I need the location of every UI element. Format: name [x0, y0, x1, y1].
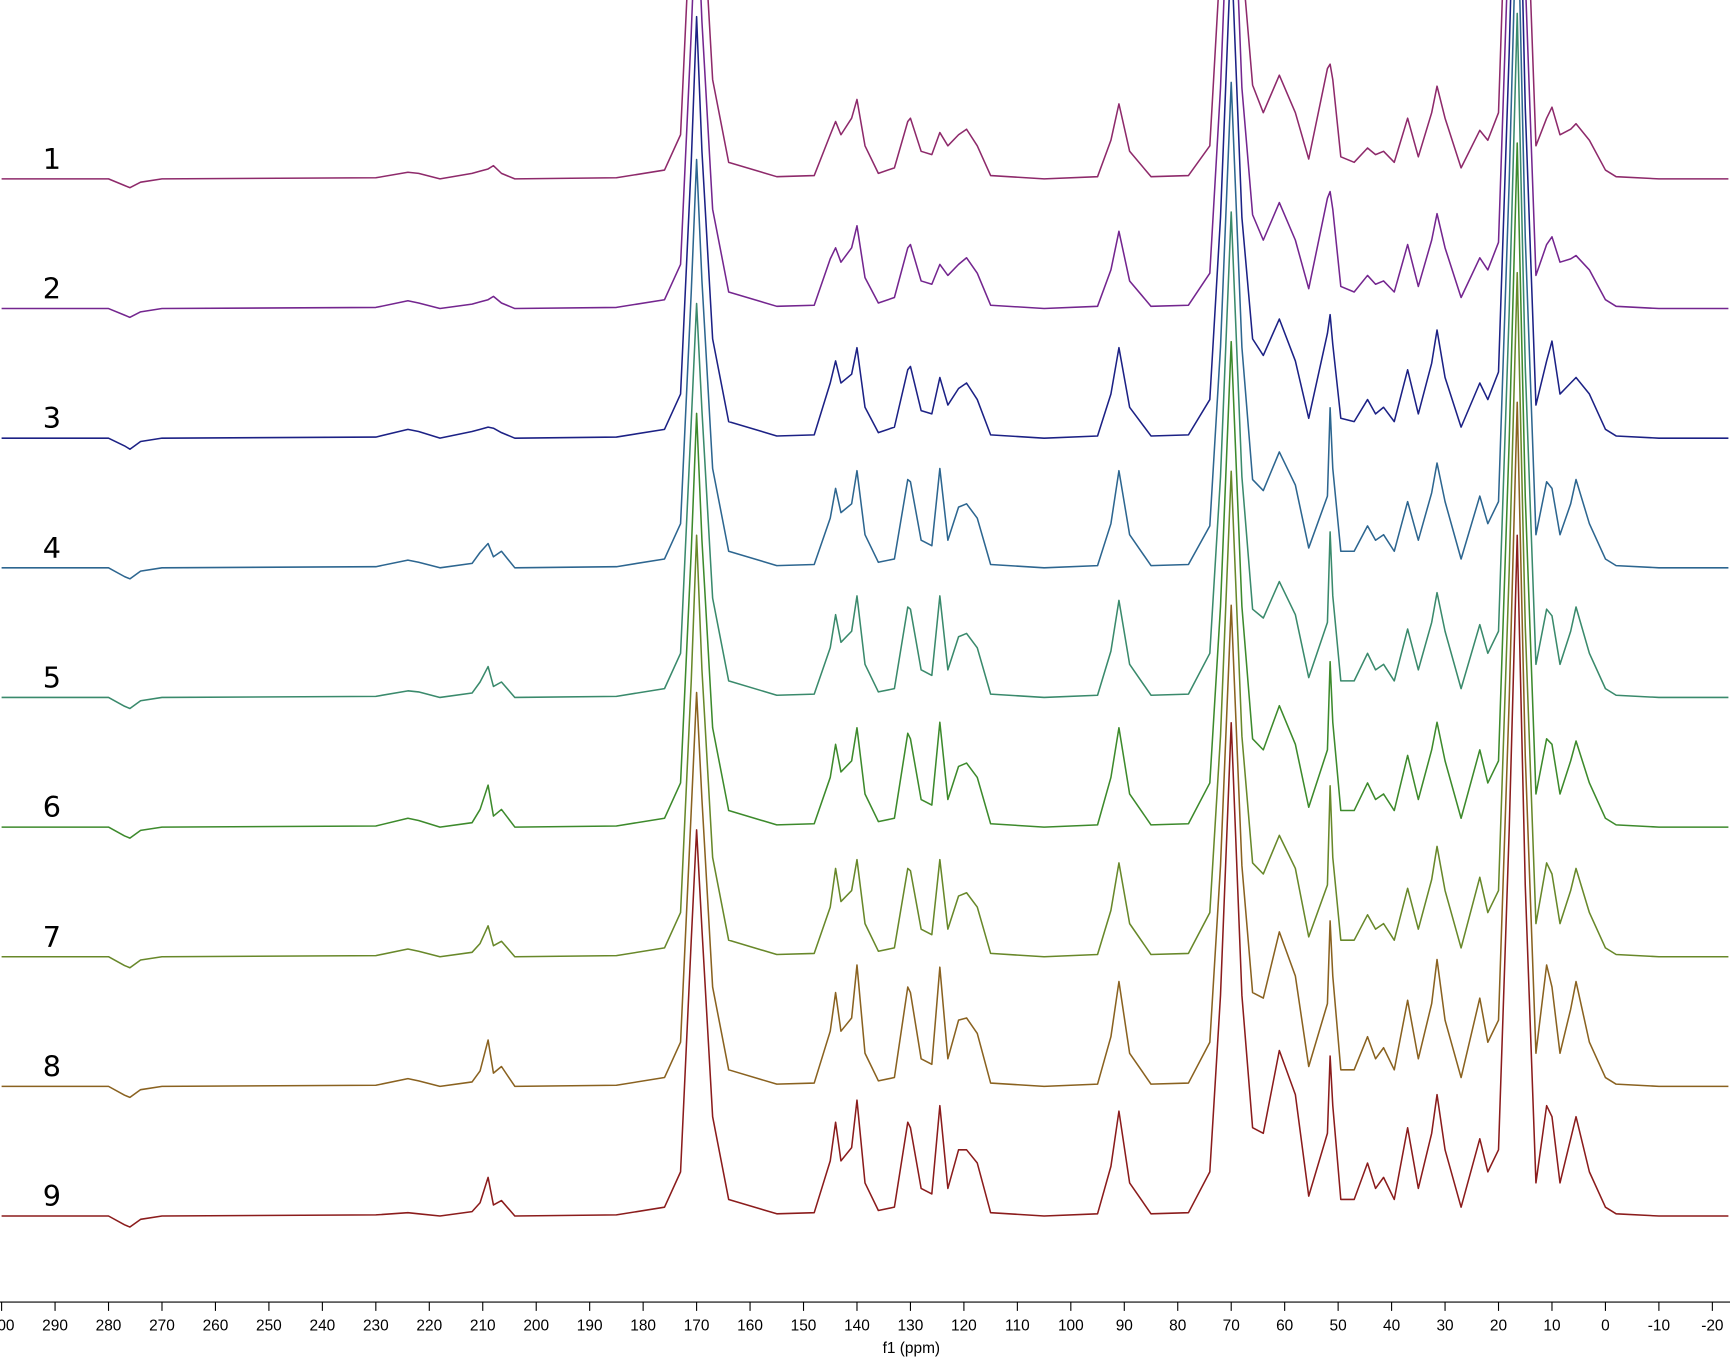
spectrum-line — [1, 0, 1729, 450]
x-tick-label: 0 — [1601, 1318, 1610, 1335]
spectrum-line — [1, 142, 1729, 839]
x-axis-label: f1 (ppm) — [883, 1340, 940, 1357]
spectrum-line — [1, 0, 1729, 580]
x-tick-label: 110 — [1005, 1318, 1030, 1335]
x-tick-label: 240 — [309, 1318, 335, 1335]
x-tick-label: 230 — [363, 1318, 389, 1335]
x-tick-label: 140 — [844, 1318, 870, 1335]
x-tick-label: 250 — [256, 1318, 282, 1335]
spectrum-line — [1, 0, 1729, 189]
x-tick-label: 50 — [1330, 1318, 1347, 1335]
series-label: 2 — [43, 272, 61, 306]
x-tick-label: 60 — [1276, 1318, 1293, 1335]
spectrum-line — [1, 271, 1729, 969]
series-label: 8 — [43, 1049, 61, 1083]
x-tick-label: 100 — [1058, 1318, 1084, 1335]
series-label: 3 — [43, 401, 61, 435]
series-label: 1 — [43, 142, 61, 176]
x-tick-label: 180 — [630, 1318, 656, 1335]
x-tick-label: -10 — [1648, 1318, 1670, 1335]
x-tick-label: 260 — [203, 1318, 229, 1335]
x-tick-label: 200 — [523, 1318, 549, 1335]
x-tick-label: 150 — [791, 1318, 817, 1335]
x-tick-label: 280 — [96, 1318, 122, 1335]
spectrum-line — [1, 534, 1729, 1228]
x-tick-label: 190 — [577, 1318, 603, 1335]
spectrum-line — [1, 12, 1729, 710]
series-label: 7 — [43, 920, 61, 954]
x-tick-label: 130 — [898, 1318, 924, 1335]
x-tick-label: 270 — [149, 1318, 175, 1335]
x-tick-label: 40 — [1383, 1318, 1400, 1335]
series-label: 6 — [43, 790, 61, 824]
x-tick-label: 290 — [42, 1318, 68, 1335]
x-tick-label: -20 — [1701, 1318, 1723, 1335]
x-tick-label: 70 — [1223, 1318, 1240, 1335]
x-tick-label: 30 — [1436, 1318, 1453, 1335]
x-tick-label: 210 — [470, 1318, 496, 1335]
x-tick-label: 220 — [416, 1318, 442, 1335]
x-tick-label: 20 — [1490, 1318, 1507, 1335]
spectrum-line — [1, 0, 1729, 319]
x-tick-label: 170 — [684, 1318, 710, 1335]
x-tick-label: 80 — [1169, 1318, 1186, 1335]
x-tick-label: 120 — [951, 1318, 977, 1335]
series-label: 5 — [43, 661, 61, 695]
x-tick-label: 300 — [0, 1318, 14, 1335]
series-label: 4 — [43, 531, 61, 565]
x-tick-label: 10 — [1543, 1318, 1560, 1335]
series-label: 9 — [43, 1179, 61, 1213]
spectrum-line — [1, 401, 1729, 1099]
x-tick-label: 160 — [737, 1318, 763, 1335]
x-tick-label: 90 — [1116, 1318, 1133, 1335]
